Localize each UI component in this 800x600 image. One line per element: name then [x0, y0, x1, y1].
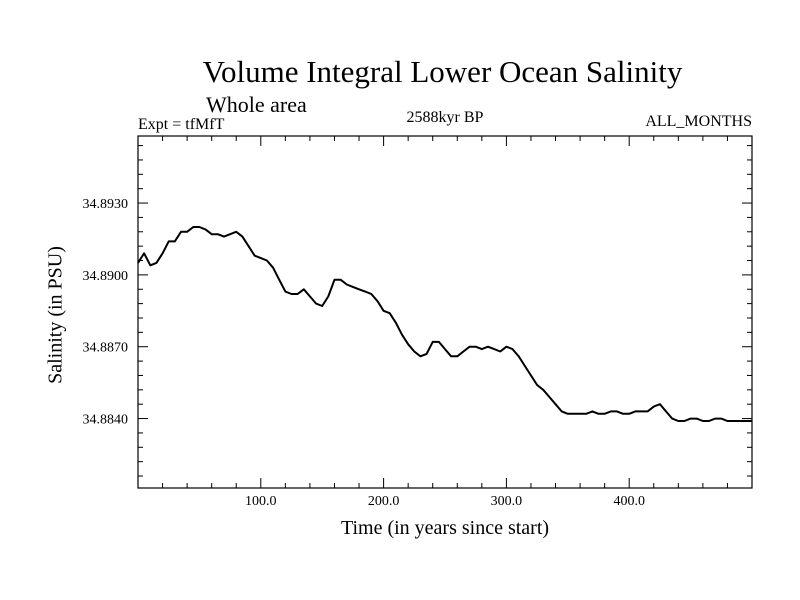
axis-ticks: [138, 136, 753, 488]
y-tick-label: 34.8840: [83, 413, 129, 428]
y-tick-label: 34.8870: [83, 341, 129, 356]
y-tick-label: 34.8900: [83, 269, 129, 284]
plot-frame: [137, 135, 753, 489]
series-line-salinity: [137, 226, 752, 422]
period-label: 2588kyr BP: [406, 109, 484, 126]
x-axis-label: Time (in years since start): [340, 517, 550, 539]
x-tick-label: 100.0: [245, 494, 277, 509]
chart-title: Volume Integral Lower Ocean Salinity: [202, 54, 683, 89]
chart-subtitle: Whole area: [206, 92, 307, 117]
x-tick-label: 300.0: [491, 494, 523, 509]
months-label: ALL_MONTHS: [645, 113, 752, 130]
experiment-label: Expt = tfMfT: [138, 116, 225, 133]
x-tick-label: 400.0: [613, 494, 645, 509]
y-tick-label: 34.8930: [83, 197, 129, 212]
axis-tick-labels: 100.0 200.0 300.0 400.0 34.8840 34.8870 34.890…: [83, 197, 645, 509]
x-tick-label: 200.0: [368, 494, 400, 509]
